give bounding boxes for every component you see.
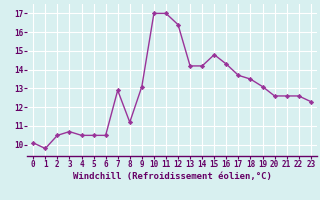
X-axis label: Windchill (Refroidissement éolien,°C): Windchill (Refroidissement éolien,°C)	[73, 172, 271, 181]
